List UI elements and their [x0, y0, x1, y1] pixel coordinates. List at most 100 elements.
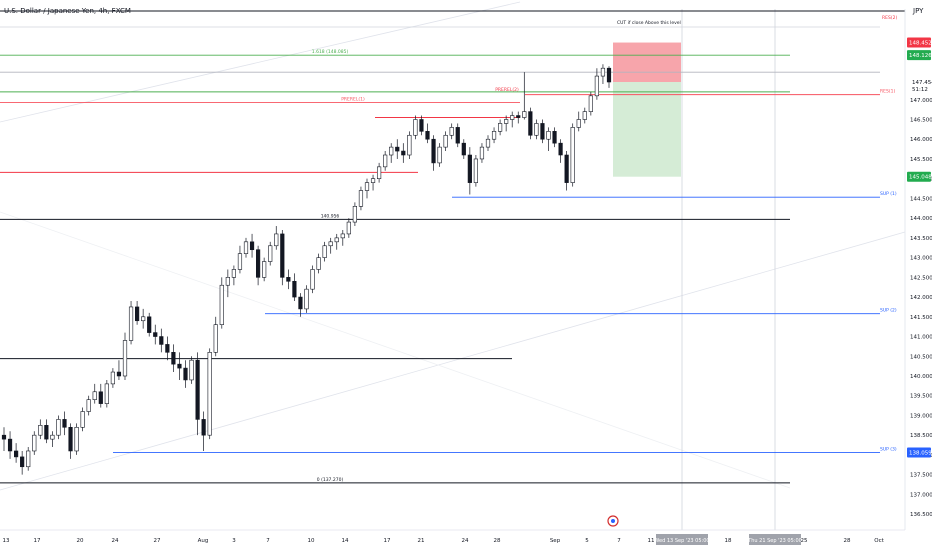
candle-body: [370, 178, 376, 183]
trade-box[interactable]: CUT if close Above this level: [613, 20, 681, 177]
y-tick-label: 141.500: [910, 315, 932, 321]
candle-body: [528, 111, 533, 136]
candle-body: [80, 411, 85, 428]
candle-body: [473, 158, 479, 183]
candle-body: [298, 296, 303, 310]
x-tick-label: 7: [617, 538, 621, 544]
x-tick-label: 21: [418, 538, 425, 544]
x-tick-label: 27: [154, 538, 161, 544]
cut-label: CUT if close Above this level: [617, 20, 681, 26]
price-badge: [907, 171, 931, 182]
axes: 136.500137.000137.500138.000138.500139.0…: [0, 9, 932, 545]
candle-body: [516, 115, 521, 118]
x-tick-label: 17: [384, 538, 391, 544]
symbol-title: U.S. Dollar / Japanese Yen, 4h, FXCM: [4, 7, 131, 15]
x-tick-label: 25: [801, 538, 808, 544]
x-tick-label: 28: [844, 538, 851, 544]
candle-body: [316, 257, 321, 270]
candle-body: [68, 426, 73, 452]
candle-body: [243, 241, 249, 254]
candle-body: [594, 75, 599, 97]
candle-body: [237, 253, 243, 270]
candle-body: [7, 438, 13, 452]
x-tick-label: 24: [112, 538, 119, 544]
candle-body: [395, 146, 400, 152]
level-lines[interactable]: 1.618 (148.085) RES(1) PREREL(1) SUP (1) 140…: [0, 10, 905, 484]
candle-body: [56, 419, 61, 436]
candle-body: [147, 316, 152, 333]
trendline: [0, 211, 791, 489]
price-badge-label: 145.048: [909, 175, 932, 181]
candle-body: [201, 419, 206, 436]
countdown-label: 51:12: [912, 87, 928, 93]
stop-zone[interactable]: [613, 42, 681, 83]
candle-body: [449, 127, 454, 136]
candle-body: [606, 67, 612, 83]
candle-body: [497, 123, 503, 132]
candle-body: [576, 119, 581, 128]
candle-body: [183, 367, 188, 381]
candle-body: [219, 284, 224, 325]
candle-body: [376, 166, 382, 179]
y-tick-label: 146.500: [910, 117, 932, 123]
candle-body: [104, 383, 109, 404]
x-tick-label: 13: [3, 538, 10, 544]
candle-body: [189, 359, 194, 381]
target-zone[interactable]: [613, 82, 681, 177]
y-tick-label: 142.000: [910, 295, 932, 301]
candle-body: [431, 138, 436, 164]
candle-body: [346, 221, 351, 235]
candle-body: [461, 142, 466, 156]
candle-body: [274, 233, 279, 247]
candle-body: [546, 131, 551, 140]
price-badge: [907, 50, 931, 61]
candle-body: [352, 206, 358, 223]
candle-body: [286, 277, 291, 282]
price-badge: [907, 37, 931, 48]
x-tick-label: 14: [342, 538, 349, 544]
x-tick-label: 5: [585, 538, 589, 544]
candle-body: [44, 425, 49, 440]
candle-body: [485, 138, 491, 148]
candle-body: [38, 425, 43, 436]
candle-body: [491, 131, 497, 140]
candle-body: [413, 119, 418, 136]
price-badge: [907, 447, 931, 458]
level-label: 1.618 (148.085): [312, 49, 349, 55]
candle-body: [177, 363, 182, 369]
level-label: 0 (137.270): [317, 477, 344, 483]
y-tick-label: 143.500: [910, 236, 932, 242]
candle-body: [116, 371, 122, 377]
candle-body: [383, 154, 388, 168]
candle-body: [479, 146, 485, 160]
price-badge-label: 138.059: [909, 451, 932, 457]
x-tick-label: Sep: [550, 538, 561, 544]
candle-body: [455, 127, 460, 144]
candle-body: [225, 277, 230, 286]
candle-body: [328, 241, 333, 247]
candle-body: [213, 324, 218, 353]
y-tick-label: 136.500: [910, 512, 932, 518]
candle-body: [26, 450, 31, 468]
y-tick-label: 142.500: [910, 275, 932, 281]
y-tick-label: 138.500: [910, 433, 932, 439]
candle-body: [600, 67, 606, 77]
candle-body: [86, 399, 91, 412]
candle-body: [231, 269, 237, 278]
y-tick-label: 140.000: [910, 374, 932, 380]
candle-body: [159, 336, 164, 345]
level-label: RES(1): [880, 89, 895, 95]
candle-body: [122, 340, 128, 377]
crosshair-time-label: Thu 21 Sep '23 05:00: [747, 538, 802, 544]
level-label: SUP (2): [880, 308, 897, 314]
candle-body: [522, 111, 527, 118]
y-tick-label: 143.000: [910, 256, 932, 262]
x-tick-label: 11: [648, 538, 655, 544]
y-tick-label: 137.000: [910, 492, 932, 498]
candle-body: [268, 245, 273, 262]
candle-body: [14, 450, 19, 458]
currency-label: JPY: [913, 7, 924, 15]
candle-body: [171, 352, 176, 365]
candle-body: [141, 316, 146, 322]
